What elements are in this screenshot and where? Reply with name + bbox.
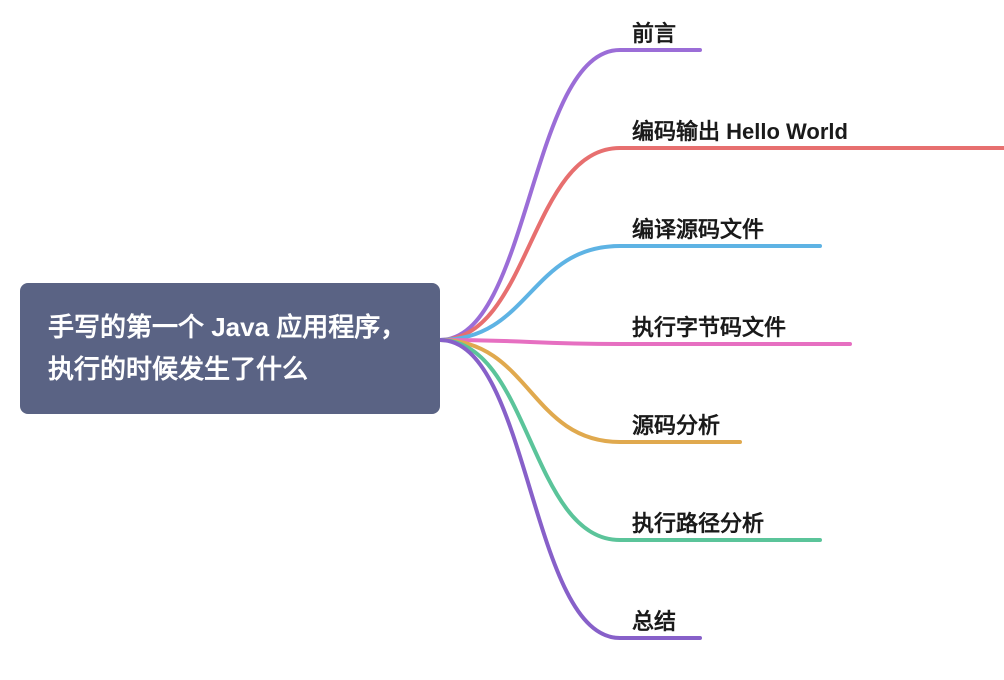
branch-label: 前言 (632, 16, 676, 48)
branch-label: 编码输出 Hello World (632, 114, 848, 146)
branch-label: 总结 (632, 604, 676, 636)
branch-connector (440, 340, 700, 638)
branch-label: 执行字节码文件 (632, 310, 786, 342)
branch-label: 编译源码文件 (632, 212, 764, 244)
branch-label: 源码分析 (632, 408, 720, 440)
root-line-1: 手写的第一个 Java 应用程序， (48, 307, 412, 349)
branch-label: 执行路径分析 (632, 506, 764, 538)
branch-connector (440, 50, 700, 340)
root-node: 手写的第一个 Java 应用程序， 执行的时候发生了什么 (20, 283, 440, 414)
root-line-2: 执行的时候发生了什么 (48, 349, 412, 391)
